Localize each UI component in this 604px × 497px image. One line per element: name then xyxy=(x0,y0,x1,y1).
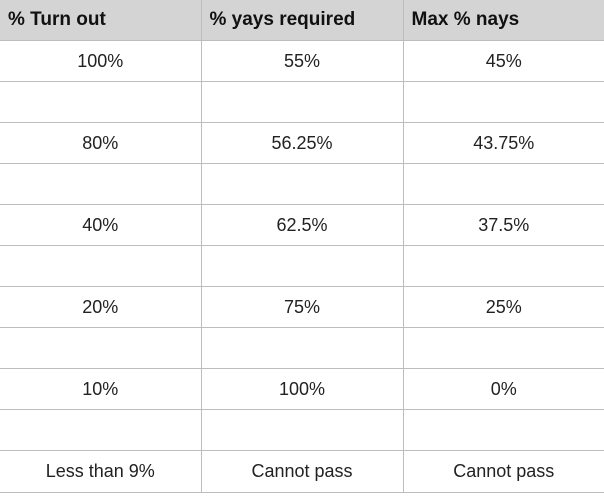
cell-turnout[interactable] xyxy=(0,245,202,287)
cell-max-nays[interactable] xyxy=(402,245,604,287)
cell-turnout[interactable]: 100% xyxy=(0,40,202,82)
cell-max-nays[interactable]: 37.5% xyxy=(402,204,604,246)
table-row: 20% 75% 25% xyxy=(0,286,604,328)
cell-max-nays[interactable]: 45% xyxy=(402,40,604,82)
table-row: 100% 55% 45% xyxy=(0,40,604,82)
cell-yays-required[interactable]: 100% xyxy=(200,368,404,410)
cell-yays-required[interactable] xyxy=(200,327,404,369)
table-body: 100% 55% 45% 80% 56.25% 43.75% 40% 62.5%… xyxy=(0,40,604,493)
cell-yays-required[interactable] xyxy=(200,409,404,451)
cell-turnout[interactable] xyxy=(0,409,202,451)
table-row xyxy=(0,81,604,123)
cell-yays-required[interactable]: 56.25% xyxy=(200,122,404,164)
header-max-nays[interactable]: Max % nays xyxy=(402,0,604,41)
table-header: % Turn out % yays required Max % nays xyxy=(0,0,604,41)
cell-max-nays[interactable] xyxy=(402,409,604,451)
cell-yays-required[interactable]: 55% xyxy=(200,40,404,82)
cell-yays-required[interactable]: 62.5% xyxy=(200,204,404,246)
cell-turnout[interactable]: 40% xyxy=(0,204,202,246)
cell-turnout[interactable] xyxy=(0,163,202,205)
cell-max-nays[interactable]: Cannot pass xyxy=(402,450,604,493)
cell-max-nays[interactable] xyxy=(402,163,604,205)
cell-yays-required[interactable]: Cannot pass xyxy=(200,450,404,493)
header-row: % Turn out % yays required Max % nays xyxy=(0,0,604,41)
cell-max-nays[interactable] xyxy=(402,81,604,123)
table-row: 80% 56.25% 43.75% xyxy=(0,122,604,164)
table-row: 40% 62.5% 37.5% xyxy=(0,204,604,246)
cell-yays-required[interactable] xyxy=(200,245,404,287)
table-row xyxy=(0,163,604,205)
cell-yays-required[interactable]: 75% xyxy=(200,286,404,328)
cell-yays-required[interactable] xyxy=(200,163,404,205)
cell-turnout[interactable]: 20% xyxy=(0,286,202,328)
table-row xyxy=(0,327,604,369)
cell-turnout[interactable]: 10% xyxy=(0,368,202,410)
cell-turnout[interactable]: 80% xyxy=(0,122,202,164)
table-row: Less than 9% Cannot pass Cannot pass xyxy=(0,450,604,493)
cell-max-nays[interactable]: 25% xyxy=(402,286,604,328)
cell-yays-required[interactable] xyxy=(200,81,404,123)
table-row xyxy=(0,245,604,287)
header-yays-required[interactable]: % yays required xyxy=(200,0,404,41)
cell-turnout[interactable]: Less than 9% xyxy=(0,450,202,493)
header-turnout[interactable]: % Turn out xyxy=(0,0,202,41)
cell-max-nays[interactable] xyxy=(402,327,604,369)
table-row: 10% 100% 0% xyxy=(0,368,604,410)
cell-max-nays[interactable]: 0% xyxy=(402,368,604,410)
cell-turnout[interactable] xyxy=(0,327,202,369)
cell-turnout[interactable] xyxy=(0,81,202,123)
cell-max-nays[interactable]: 43.75% xyxy=(402,122,604,164)
table-row xyxy=(0,409,604,451)
